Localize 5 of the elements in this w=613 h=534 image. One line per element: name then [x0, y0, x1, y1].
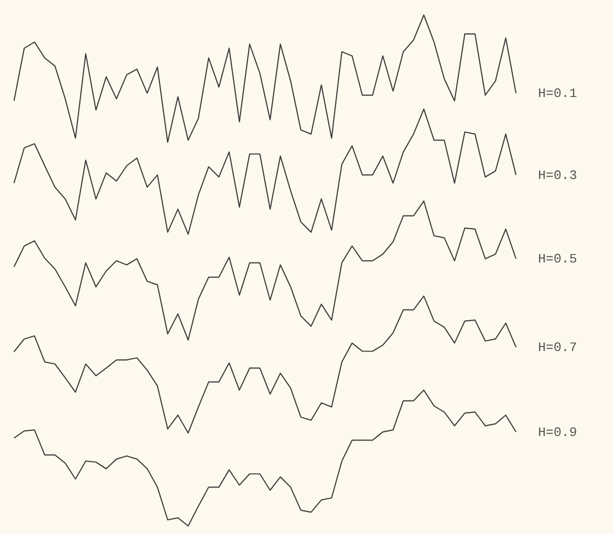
series-label: H=0.3 [538, 168, 578, 183]
series-label: H=0.5 [538, 252, 578, 267]
series-label: H=0.7 [538, 340, 578, 356]
series-label: H=0.1 [538, 86, 578, 102]
series-label: H=0.9 [538, 424, 578, 440]
